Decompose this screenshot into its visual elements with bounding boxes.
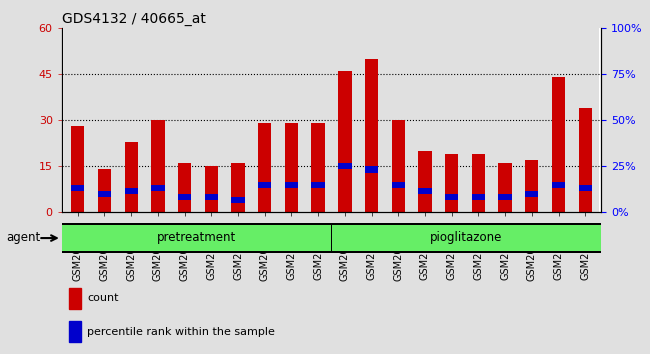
- Bar: [385, 28, 411, 212]
- Bar: [305, 28, 332, 212]
- Bar: [492, 28, 519, 212]
- Bar: [391, 182, 405, 188]
- Bar: [91, 28, 118, 212]
- Bar: [231, 197, 244, 203]
- Bar: [365, 166, 378, 172]
- Bar: [64, 28, 91, 212]
- Bar: [278, 28, 305, 212]
- Bar: [71, 185, 84, 191]
- Text: percentile rank within the sample: percentile rank within the sample: [87, 327, 275, 337]
- Bar: [438, 28, 465, 212]
- Text: pretreatment: pretreatment: [157, 231, 236, 244]
- Bar: [525, 160, 538, 212]
- Bar: [365, 59, 378, 212]
- Bar: [205, 194, 218, 200]
- Text: count: count: [87, 293, 118, 303]
- Bar: [445, 154, 458, 212]
- Bar: [144, 28, 171, 212]
- Text: GDS4132 / 40665_at: GDS4132 / 40665_at: [62, 12, 205, 26]
- Bar: [419, 151, 432, 212]
- Bar: [252, 28, 278, 212]
- Bar: [258, 124, 272, 212]
- Bar: [552, 182, 566, 188]
- Bar: [332, 225, 601, 251]
- Bar: [338, 71, 352, 212]
- Bar: [125, 142, 138, 212]
- Bar: [125, 188, 138, 194]
- Bar: [411, 28, 438, 212]
- Bar: [118, 28, 144, 212]
- Text: agent: agent: [6, 232, 41, 244]
- Bar: [311, 182, 325, 188]
- Bar: [231, 163, 244, 212]
- Bar: [465, 28, 492, 212]
- Bar: [332, 28, 358, 212]
- Bar: [578, 185, 592, 191]
- Bar: [71, 126, 84, 212]
- Bar: [525, 191, 538, 197]
- Bar: [178, 194, 191, 200]
- Bar: [98, 170, 111, 212]
- Bar: [258, 182, 272, 188]
- Bar: [472, 194, 485, 200]
- Bar: [578, 108, 592, 212]
- Bar: [311, 124, 325, 212]
- Bar: [151, 120, 164, 212]
- Bar: [98, 191, 111, 197]
- Bar: [70, 288, 81, 309]
- Bar: [391, 120, 405, 212]
- Bar: [171, 28, 198, 212]
- Bar: [70, 321, 81, 342]
- Text: pioglitazone: pioglitazone: [430, 231, 502, 244]
- Bar: [62, 225, 331, 251]
- Bar: [499, 163, 512, 212]
- Bar: [285, 182, 298, 188]
- Bar: [445, 194, 458, 200]
- Bar: [198, 28, 225, 212]
- Bar: [338, 163, 352, 170]
- Bar: [358, 28, 385, 212]
- Bar: [205, 166, 218, 212]
- Bar: [178, 163, 191, 212]
- Bar: [519, 28, 545, 212]
- Bar: [499, 194, 512, 200]
- Bar: [419, 188, 432, 194]
- Bar: [572, 28, 599, 212]
- Bar: [225, 28, 252, 212]
- Bar: [151, 185, 164, 191]
- Bar: [552, 78, 566, 212]
- Bar: [545, 28, 572, 212]
- Bar: [285, 124, 298, 212]
- Bar: [472, 154, 485, 212]
